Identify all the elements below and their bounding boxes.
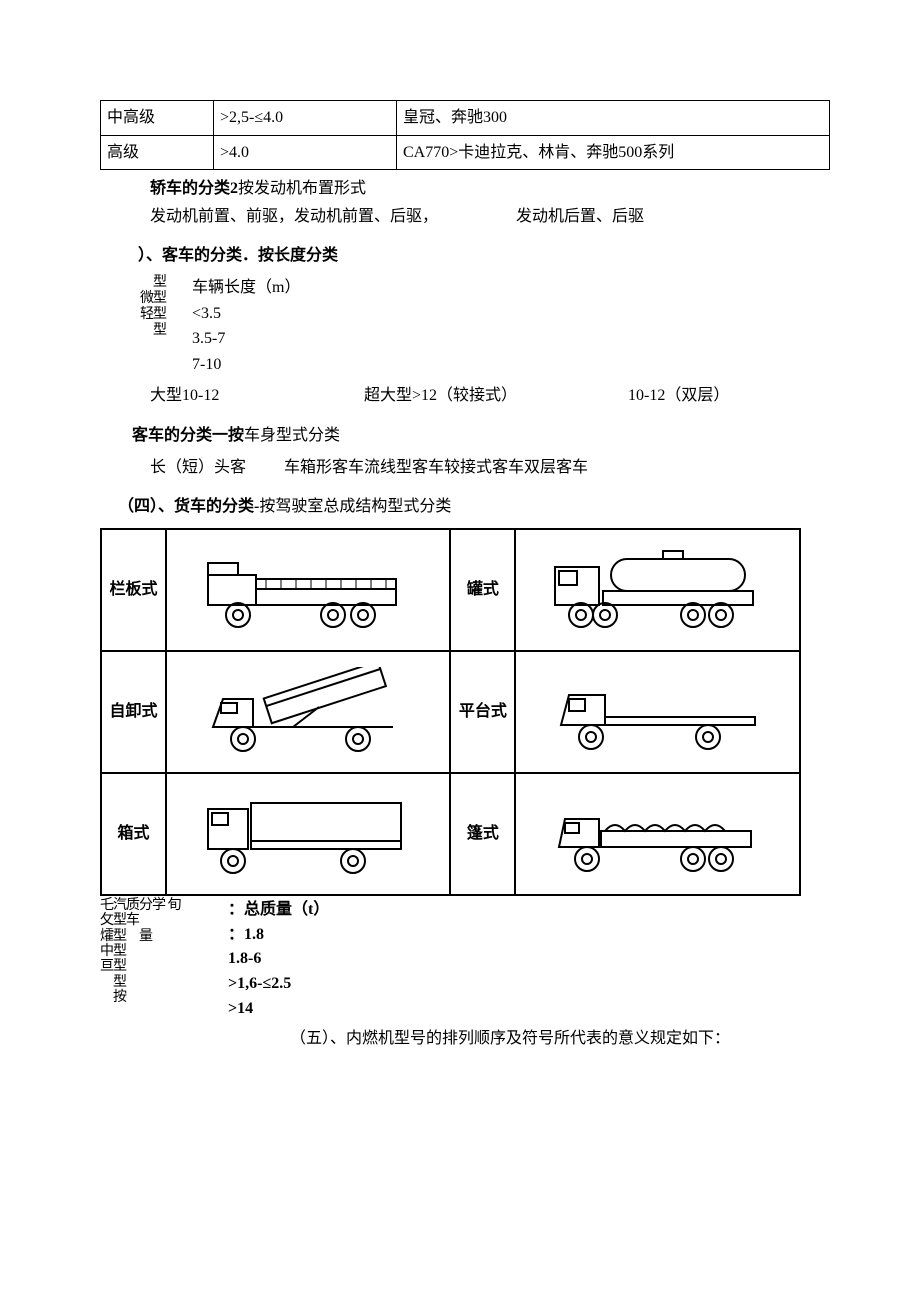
double-deck: 10-12（双层） (628, 383, 729, 409)
label-xing: 型 (118, 323, 166, 339)
truck-image-canvas (515, 773, 799, 895)
title-rest: 车身型式分类 (244, 427, 340, 444)
title-bold: 轿车的分类2 (150, 180, 238, 197)
cell-range: >2,5-≤4.0 (214, 101, 397, 136)
bus-labels: 型 微型 轻型 型 (118, 275, 166, 377)
val-3: 7-10 (192, 352, 300, 378)
car-engine-title: 轿车的分类2按发动机布置形式 (150, 176, 830, 202)
wl4: 亘型 (100, 959, 210, 974)
val-1: <3.5 (192, 301, 300, 327)
cell-level: 高级 (101, 135, 214, 170)
wl6: 按 (100, 990, 210, 1005)
bus-length-block: 型 微型 轻型 型 车辆长度（m） <3.5 3.5-7 7-10 (118, 275, 830, 377)
wl0: 乇汽质分学 旬 (100, 898, 210, 913)
bus-body-title: 客车的分类一按车身型式分类 (132, 423, 830, 449)
title-bold: 客车的分类一按 (132, 427, 244, 444)
title-rest: 按发动机布置形式 (238, 180, 366, 197)
car-engine-para: 发动机前置、前驱，发动机前置、后驱， 发动机后置、后驱 (150, 204, 830, 230)
table-row: 中高级 >2,5-≤4.0 皇冠、奔驰300 (101, 101, 830, 136)
wr-header: ：总质量（t） (228, 898, 329, 923)
title-bold: （四）、货车的分类- (118, 498, 259, 515)
wr-v1: ：1.8 (228, 923, 329, 948)
title-rest: 按驾驶室总成结构型式分类 (259, 498, 451, 515)
weight-block: 乇汽质分学 旬 攵型车 㸌型 量 中型 亘型 型 按 ：总质量（t） ：1.8 … (100, 898, 830, 1022)
wr-v4: >14 (228, 997, 329, 1022)
truck-grid: 栏板式 (100, 528, 801, 896)
truck-label: 篷式 (450, 773, 515, 895)
truck-label: 平台式 (450, 651, 515, 773)
cell-level: 中高级 (101, 101, 214, 136)
wr-v2: 1.8-6 (228, 947, 329, 972)
truck-image-tank (515, 529, 799, 651)
rest: 车箱形客车流线型客车较接式客车双层客车 (284, 459, 588, 476)
truck-label: 自卸式 (101, 651, 166, 773)
table-row: 高级 >4.0 CA770>卡迪拉克、林肯、奔驰500系列 (101, 135, 830, 170)
wl2: 㸌型 量 (100, 929, 210, 944)
weight-right-values: ：总质量（t） ：1.8 1.8-6 >1,6-≤2.5 >14 (210, 898, 329, 1022)
val-2: 3.5-7 (192, 326, 300, 352)
engine-layout-right: 发动机后置、后驱 (516, 208, 644, 225)
weight-left-labels: 乇汽质分学 旬 攵型车 㸌型 量 中型 亘型 型 按 (100, 898, 210, 1022)
wl1: 攵型车 (100, 913, 210, 928)
cell-examples: CA770>卡迪拉克、林肯、奔驰500系列 (397, 135, 830, 170)
bus-length-title: ）、客车的分类．按长度分类 (138, 243, 830, 269)
wl5: 型 (100, 975, 210, 990)
extra-large: 超大型>12（较接式） (364, 383, 624, 409)
label-light: 轻型 (118, 307, 166, 323)
truck-image-dump (166, 651, 450, 773)
bus-body-types: 长（短）头客 车箱形客车流线型客车较接式客车双层客车 (150, 455, 830, 481)
truck-image-flatbed (515, 651, 799, 773)
large: 大型10-12 (150, 383, 360, 409)
truck-label: 罐式 (450, 529, 515, 651)
label-micro: 微型 (118, 291, 166, 307)
engine-layout-left: 发动机前置、前驱，发动机前置、后驱， (150, 208, 438, 225)
bus-values: 车辆长度（m） <3.5 3.5-7 7-10 (166, 275, 300, 377)
long-short: 长（短）头客 (150, 459, 246, 476)
truck-image-box (166, 773, 450, 895)
truck-label: 栏板式 (101, 529, 166, 651)
vals-header: 车辆长度（m） (192, 275, 300, 301)
cell-examples: 皇冠、奔驰300 (397, 101, 830, 136)
engine-note: （五）、内燃机型号的排列顺序及符号所代表的意义规定如下： (290, 1026, 830, 1052)
truck-image-fence (166, 529, 450, 651)
car-class-table: 中高级 >2,5-≤4.0 皇冠、奔驰300 高级 >4.0 CA770>卡迪拉… (100, 100, 830, 170)
truck-label: 箱式 (101, 773, 166, 895)
wr-v3: >1,6-≤2.5 (228, 972, 329, 997)
cell-range: >4.0 (214, 135, 397, 170)
bus-large-row: 大型10-12 超大型>12（较接式） 10-12（双层） (150, 383, 830, 409)
wl3: 中型 (100, 944, 210, 959)
truck-title: （四）、货车的分类-按驾驶室总成结构型式分类 (118, 494, 830, 520)
label-header: 型 (118, 275, 166, 291)
